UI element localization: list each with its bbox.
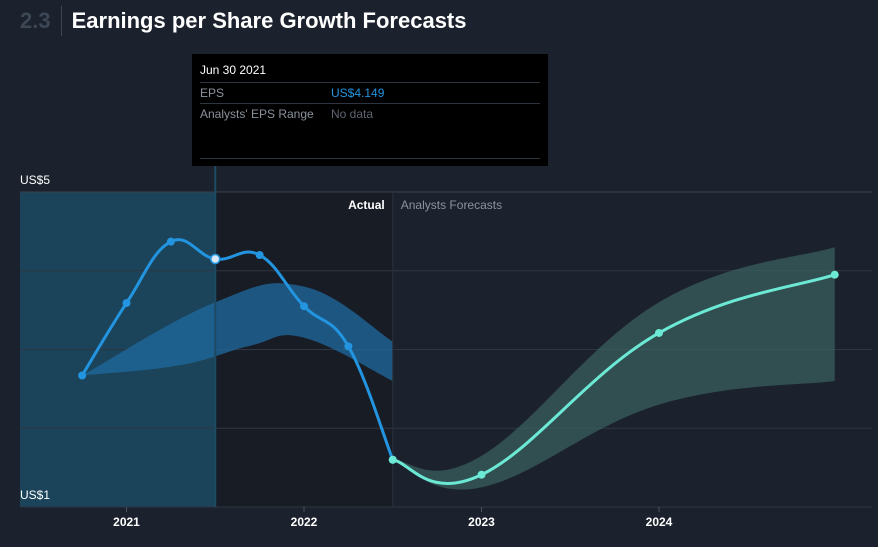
section-title: Earnings per Share Growth Forecasts: [71, 8, 467, 33]
actual-data-point: [255, 251, 264, 259]
tooltip-date: Jun 30 2021: [200, 62, 540, 83]
tooltip-row-range: Analysts' EPS Range No data: [200, 104, 540, 124]
header-divider: [60, 6, 62, 36]
tooltip-range-label: Analysts' EPS Range: [200, 107, 314, 121]
tooltip-row-eps: EPS US$4.149: [200, 83, 540, 104]
forecast-data-point: [655, 328, 663, 337]
band-past-estimates: [82, 283, 393, 381]
region-label-actual: Actual: [348, 198, 385, 212]
y-axis-min-label: US$1: [20, 488, 50, 502]
actual-data-point: [300, 302, 308, 311]
tooltip-eps-label: EPS: [200, 86, 225, 100]
section-header: 2.3 Earnings per Share Growth Forecasts: [20, 6, 467, 36]
actual-data-point: [344, 342, 353, 351]
actual-data-point: [210, 253, 221, 265]
x-axis-tick-label: 2021: [113, 515, 140, 529]
x-axis-tick-label: 2024: [646, 515, 673, 529]
forecast-data-point: [477, 470, 486, 479]
actual-data-point: [166, 237, 175, 246]
band-forecast-range: [392, 247, 835, 490]
tooltip-range-value: No data: [331, 107, 374, 121]
actual-data-point: [122, 299, 131, 308]
tooltip-divider: [200, 158, 540, 159]
forecast-data-point: [830, 270, 839, 279]
section-number: 2.3: [20, 8, 51, 33]
forecast-eps-line: [391, 273, 837, 485]
y-axis-max-label: US$5: [20, 173, 50, 187]
x-axis-tick-label: 2022: [291, 515, 318, 529]
chart-tooltip: Jun 30 2021 EPS US$4.149 Analysts' EPS R…: [192, 54, 548, 166]
forecast-data-point: [388, 455, 397, 464]
tooltip-eps-value: US$4.149: [331, 86, 385, 100]
region-label-forecast: Analysts Forecasts: [401, 198, 502, 212]
actual-data-point: [78, 371, 87, 380]
x-axis-tick-label: 2023: [468, 515, 495, 529]
